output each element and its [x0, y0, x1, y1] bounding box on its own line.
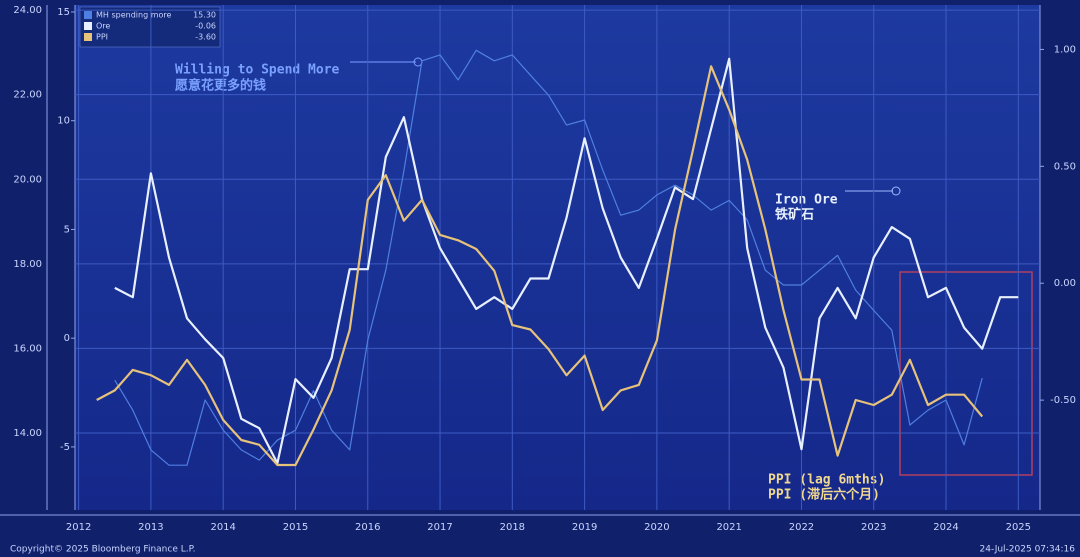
annotation: PPI (滞后六个月): [768, 487, 880, 503]
legend-label: MH spending more: [96, 11, 171, 20]
timestamp: 24-Jul-2025 07:34:16: [980, 545, 1076, 555]
legend-label: Ore: [96, 22, 110, 31]
series-line: [114, 49, 983, 466]
series-line: [96, 65, 984, 467]
legend-swatch: [84, 33, 92, 41]
legend: MH spending more 15.30 Ore -0.06 PPI -3.60: [79, 6, 221, 48]
x-tick-label: 2012: [66, 522, 91, 533]
x-tick-label: 2023: [861, 522, 886, 533]
legend-value: -0.06: [195, 22, 216, 31]
x-tick-label: 2016: [355, 522, 380, 533]
series-line: [114, 57, 1019, 465]
x-tick-label: 2025: [1006, 522, 1031, 533]
y-tick-label: 16.00: [13, 343, 42, 354]
y2-tick-label: 0.50: [1054, 161, 1076, 172]
x-tick-label: 2019: [572, 522, 597, 533]
legend-value: -3.60: [195, 33, 216, 42]
y-tick-label: 20.00: [13, 174, 42, 185]
y3-tick-label: -5: [60, 442, 70, 453]
y3-tick-label: 5: [64, 224, 70, 235]
y2-tick-label: -0.50: [1050, 395, 1076, 406]
x-tick-label: 2013: [138, 522, 163, 533]
legend-label: PPI: [96, 33, 108, 42]
x-tick-label: 2024: [933, 522, 958, 533]
y3-tick-label: 10: [57, 116, 70, 127]
y-tick-label: 24.00: [13, 5, 42, 16]
y-tick-label: 22.00: [13, 90, 42, 101]
annotation: 愿意花更多的钱: [175, 78, 266, 94]
y3-tick-label: 0: [64, 333, 70, 344]
annotation: Iron Ore: [775, 193, 838, 208]
y3-tick-label: 15: [57, 7, 70, 18]
x-tick-label: 2018: [500, 522, 525, 533]
legend-swatch: [84, 11, 92, 19]
x-tick-label: 2022: [789, 522, 814, 533]
legend-swatch: [84, 22, 92, 30]
annotation: Willing to Spend More: [175, 63, 340, 78]
x-tick-label: 2015: [283, 522, 308, 533]
x-tick-label: 2017: [427, 522, 452, 533]
y-tick-label: 14.00: [13, 428, 42, 439]
legend-box: [79, 6, 221, 48]
leader-dot: [891, 186, 901, 196]
x-tick-label: 2020: [644, 522, 669, 533]
y2-tick-label: 0.00: [1054, 278, 1076, 289]
copyright: Copyright© 2025 Bloomberg Finance L.P.: [10, 545, 195, 555]
y-tick-label: 18.00: [13, 259, 42, 270]
legend-value: 15.30: [193, 11, 216, 20]
plot-area: [75, 5, 1040, 510]
x-tick-label: 2014: [210, 522, 235, 533]
x-tick-label: 2021: [716, 522, 741, 533]
y2-tick-label: 1.00: [1054, 44, 1076, 55]
annotation: 铁矿石: [774, 207, 814, 223]
annotation: PPI (lag 6mths): [768, 473, 885, 488]
